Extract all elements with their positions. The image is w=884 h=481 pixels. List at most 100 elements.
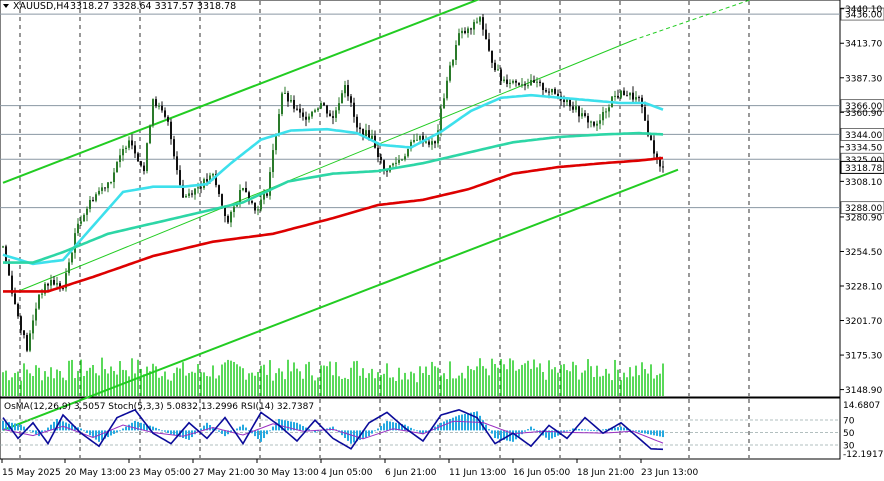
candle-body (605, 111, 607, 113)
candle-body (89, 199, 91, 209)
osma-bar (128, 424, 130, 431)
y-tick-label: 3440.10 (845, 5, 882, 15)
candle-body (188, 193, 190, 196)
candle-body (446, 80, 448, 99)
candle-body (491, 50, 493, 63)
osma-bar (287, 420, 289, 431)
candle-body (467, 28, 469, 34)
candle-body (5, 246, 7, 262)
osma-bar (260, 430, 262, 442)
osma-bar (413, 429, 415, 431)
candle-body (248, 192, 250, 201)
osma-bar (38, 430, 40, 437)
candle-body (62, 288, 64, 290)
osma-bar (656, 430, 658, 436)
indicator-label: OsMA(12,26,9) 3.5057 Stoch(5,3,3) 5.0832… (4, 402, 314, 412)
osma-bar (227, 430, 229, 435)
osma-bar (371, 430, 373, 434)
candle-body (71, 252, 73, 263)
osma-bar (89, 430, 91, 436)
osma-bar (527, 429, 529, 431)
dropdown-triangle-icon[interactable] (3, 4, 9, 8)
osma-bar (257, 430, 259, 439)
y-tick-label: 3201.70 (845, 317, 882, 327)
x-tick-label: 4 Jun 05:00 (321, 468, 373, 478)
osma-bar (266, 430, 268, 435)
candle-body (431, 141, 433, 145)
candle-body (614, 95, 616, 97)
osma-bar (317, 430, 319, 432)
ohlc-label: 3318.27 3328.64 3317.57 3318.78 (70, 1, 236, 12)
candle-body (626, 95, 628, 97)
osma-bar (368, 430, 370, 437)
osma-bar (587, 429, 589, 431)
candle-body (662, 166, 664, 168)
candle-body (86, 208, 88, 215)
osma-bar (350, 430, 352, 444)
osma-bar (659, 430, 661, 437)
osma-bar (239, 426, 241, 431)
osma-bar (281, 419, 283, 431)
candle-body (98, 190, 100, 195)
candle-body (149, 125, 151, 144)
candle-body (392, 163, 394, 166)
osma-bar (635, 430, 637, 432)
osma-bar (308, 429, 310, 431)
candle-body (23, 330, 25, 336)
candle-body (380, 157, 382, 161)
osma-bar (554, 430, 556, 438)
osma-bar (80, 428, 82, 431)
osma-bar (131, 422, 133, 431)
candle-body (254, 202, 256, 211)
candle-body (167, 116, 169, 122)
osma-bar (107, 430, 109, 438)
y-tick-label: 3175.30 (845, 352, 882, 362)
osma-bar (476, 411, 478, 431)
candle-body (494, 62, 496, 71)
osma-bar (176, 430, 178, 437)
candle-body (524, 84, 526, 86)
y-tick-label: 3254.50 (845, 248, 882, 258)
osma-bar (110, 430, 112, 436)
osma-bar (578, 428, 580, 431)
candles[interactable] (2, 14, 664, 353)
candle-body (296, 108, 298, 110)
osma-bar (137, 421, 139, 431)
osma-bar (200, 428, 202, 431)
candle-body (326, 105, 328, 114)
osma-bar (581, 429, 583, 431)
osma-bar (230, 430, 232, 433)
osma-bar (533, 428, 535, 431)
osma-bar (461, 414, 463, 431)
candle-body (410, 141, 412, 149)
candle-body (644, 107, 646, 121)
candle-body (227, 215, 229, 223)
osma-bar (50, 424, 52, 431)
y-tick-label: 3308.10 (845, 178, 882, 188)
osma-bar (617, 427, 619, 431)
osma-bar (65, 422, 67, 431)
osma-bar (494, 430, 496, 439)
y-tick-label: 3228.10 (845, 283, 882, 293)
y-tick-label: 3413.70 (845, 40, 882, 50)
chart-header: XAUUSD,H4 3318.27 3328.64 3317.57 3318.7… (3, 1, 236, 12)
osma-bar (347, 430, 349, 441)
candle-body (29, 333, 31, 351)
indicator-level-label: 70 (843, 417, 855, 427)
osma-bar (35, 430, 37, 435)
osma-bar (545, 430, 547, 438)
osma-bar (389, 421, 391, 431)
osma-bar (524, 430, 526, 432)
osma-bar (377, 428, 379, 431)
indicator-min-label: -12.1917 (843, 450, 883, 460)
osma-bar (422, 430, 424, 435)
x-tick-label: 20 May 13:00 (65, 468, 127, 478)
candle-body (266, 193, 268, 196)
osma-bar (530, 426, 532, 431)
candle-body (548, 91, 550, 93)
price-level-tag (840, 99, 884, 113)
candle-body (443, 98, 445, 109)
candle-body (338, 103, 340, 111)
osma-bar (410, 427, 412, 431)
